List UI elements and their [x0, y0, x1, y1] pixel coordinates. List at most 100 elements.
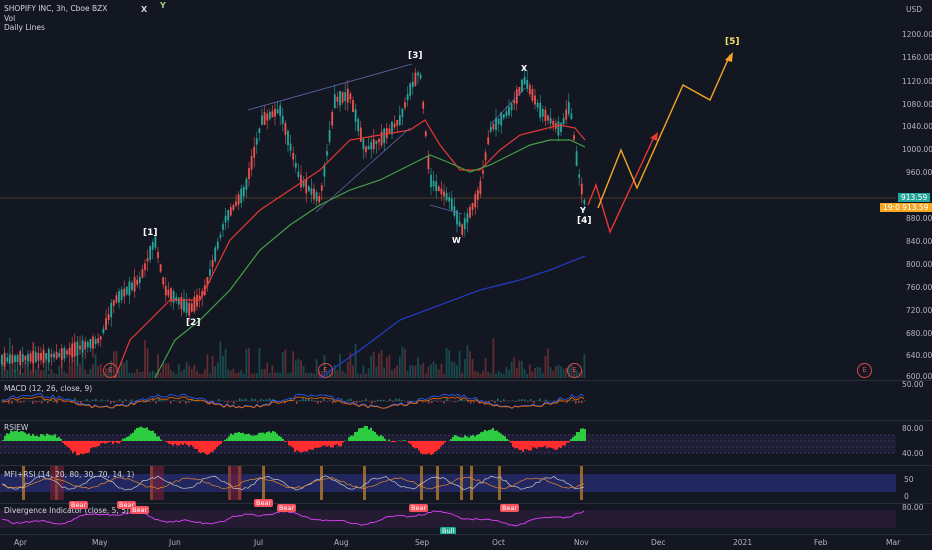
rsi-up-bar — [274, 431, 276, 441]
divergence-pane[interactable] — [0, 504, 896, 534]
pane-separator[interactable] — [0, 420, 932, 421]
volume-bar — [37, 363, 40, 378]
rsi-up-bar — [268, 431, 270, 441]
candle-body — [42, 349, 45, 364]
rsiew-pane[interactable] — [0, 421, 896, 465]
macd-hist-bar — [392, 401, 394, 402]
trendline — [489, 87, 526, 126]
volume-bar — [544, 356, 547, 378]
candle-body — [359, 127, 362, 142]
volume-bar — [235, 373, 237, 378]
macd-hist-bar — [53, 401, 55, 403]
volume-bar — [79, 363, 81, 378]
rsi-up-bar — [224, 439, 226, 441]
macd-hist-bar — [356, 401, 358, 403]
macd-hist-bar — [578, 401, 580, 404]
earnings-badge[interactable]: E — [103, 363, 118, 378]
earnings-badge[interactable]: E — [857, 363, 872, 378]
candle-body — [580, 183, 583, 195]
macd-hist-bar — [290, 398, 292, 401]
volume-bar — [554, 366, 557, 378]
volume-bar — [242, 373, 245, 378]
last-price-tag: 913.59 — [898, 193, 931, 202]
volume-bar — [432, 361, 435, 378]
volume-bar — [138, 372, 141, 378]
volume-bar — [383, 367, 386, 378]
price-tick: 1120.00 — [902, 77, 932, 86]
volume-bar — [391, 370, 393, 378]
rsi-up-bar — [16, 430, 18, 441]
earnings-badge[interactable]: E — [567, 363, 582, 378]
rsi-up-bar — [30, 435, 32, 441]
rsi-up-bar — [20, 431, 22, 441]
macd-pane[interactable] — [0, 381, 896, 421]
candle-body — [310, 188, 313, 195]
candle-body — [453, 206, 456, 216]
rsi-down-bar — [202, 441, 204, 453]
candle-body — [531, 88, 534, 101]
rsi-up-bar — [38, 436, 40, 441]
macd-hist-bar — [110, 401, 112, 404]
volume-bar — [341, 370, 344, 378]
candle-body — [471, 203, 474, 210]
candle-body — [523, 76, 526, 85]
volume-bar — [281, 351, 284, 378]
volume-bar — [313, 373, 315, 378]
earnings-badge[interactable]: E — [318, 363, 333, 378]
volume-bar — [102, 373, 105, 378]
macd-hist-bar — [512, 400, 514, 401]
macd-hist-bar — [461, 398, 463, 401]
rsi-up-bar — [156, 436, 158, 441]
rsi-up-bar — [56, 437, 58, 441]
rsi-up-bar — [468, 437, 470, 441]
volume-bar — [385, 357, 388, 378]
volume-bar — [495, 373, 497, 378]
macd-hist-bar — [41, 401, 43, 404]
rsi-up-bar — [50, 435, 52, 441]
candle-body — [131, 282, 133, 290]
rsi-down-bar — [556, 441, 558, 450]
pane-separator[interactable] — [0, 380, 932, 381]
rsi-up-bar — [258, 432, 260, 441]
candle-body — [474, 194, 477, 208]
rsi-up-bar — [264, 433, 266, 441]
mfi-rsi-pane[interactable] — [0, 466, 896, 503]
rsi-up-bar — [470, 435, 472, 441]
price-chart[interactable] — [0, 0, 896, 380]
time-tick: Aug — [334, 538, 349, 547]
candle-body — [201, 291, 204, 297]
rsi-up-bar — [466, 436, 468, 441]
volume-bar — [539, 367, 542, 378]
volume-bar — [284, 349, 287, 378]
volume-bar — [339, 354, 341, 378]
macd-hist-bar — [503, 399, 505, 401]
volume-bar — [55, 373, 58, 378]
rsi-up-bar — [42, 434, 44, 441]
bear-tag: Bear — [130, 506, 150, 514]
candle-body — [185, 301, 188, 313]
macd-hist-bar — [188, 401, 190, 403]
rsi-down-bar — [180, 441, 182, 444]
volume-bar — [336, 370, 339, 378]
pane-separator[interactable] — [0, 465, 932, 466]
pane-separator[interactable] — [0, 503, 932, 504]
rsi-up-bar — [12, 431, 14, 441]
rsi-up-bar — [500, 433, 502, 441]
rsi-down-bar — [310, 441, 312, 450]
macd-hist-bar — [350, 398, 352, 401]
candle-body — [378, 139, 380, 143]
macd-hist-bar — [515, 401, 517, 402]
rsi-up-bar — [380, 435, 382, 441]
volume-bar — [378, 352, 380, 378]
volume-bar — [24, 356, 27, 378]
volume-bar — [40, 370, 42, 378]
candle-body — [157, 251, 159, 259]
candle-body — [502, 114, 505, 119]
volume-bar — [396, 365, 399, 378]
rsi-down-bar — [208, 441, 210, 455]
rsi-down-bar — [324, 441, 326, 446]
volume-bar — [531, 371, 534, 378]
candle-body — [19, 351, 22, 366]
rsi-up-bar — [36, 435, 38, 441]
price-axis[interactable]: USD 1200.00 1160.00 1120.00 1080.00 1040… — [896, 0, 932, 381]
